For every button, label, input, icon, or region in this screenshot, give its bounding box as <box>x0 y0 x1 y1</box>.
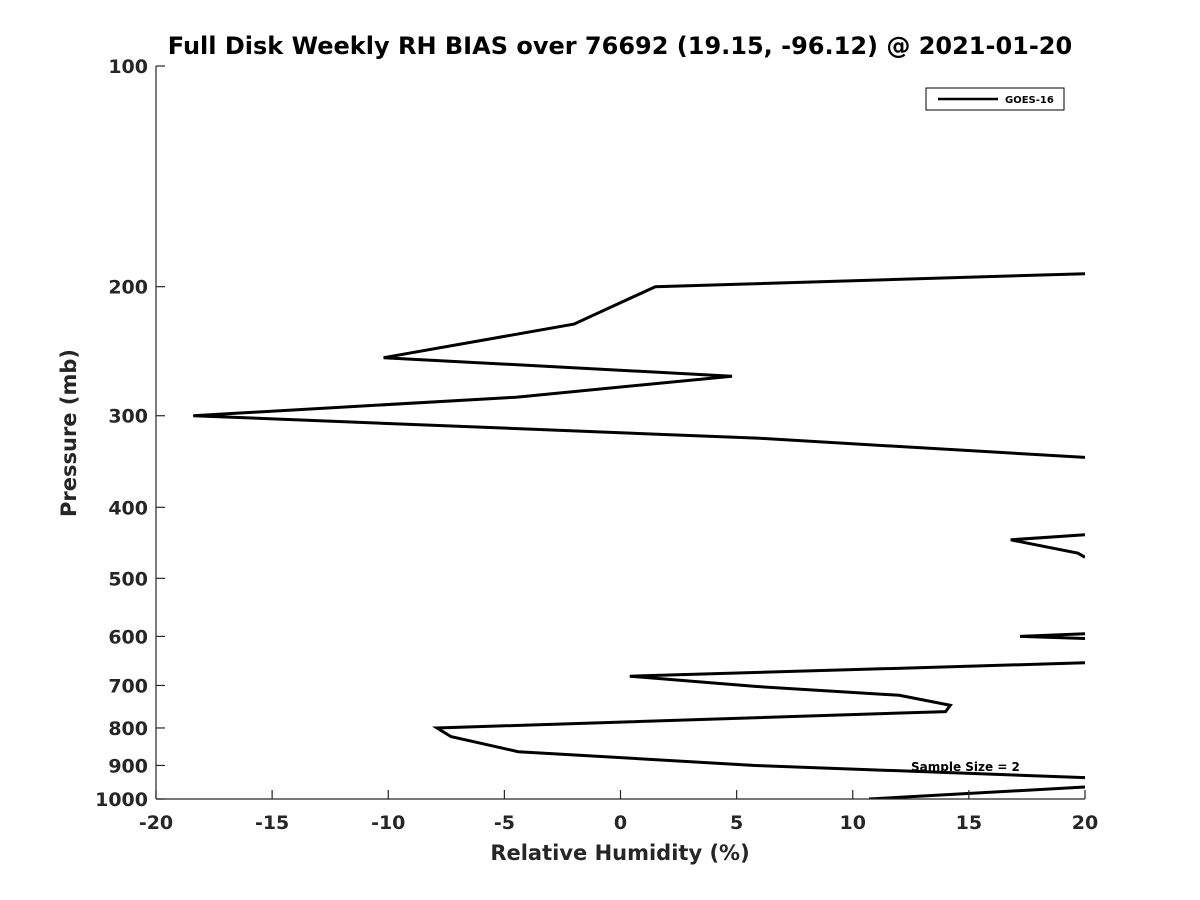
x-tick-label: -15 <box>255 812 289 834</box>
y-tick-label: 800 <box>108 718 148 740</box>
sample-size-annotation: Sample Size = 2 <box>911 760 1020 774</box>
chart-title: Full Disk Weekly RH BIAS over 76692 (19.… <box>168 32 1072 60</box>
series-goes-16-segment-1 <box>193 272 1085 459</box>
legend-entry-goes-16: GOES-16 <box>1005 95 1054 106</box>
y-tick-label: 600 <box>108 626 148 648</box>
x-tick-label: 5 <box>730 812 743 834</box>
x-tick-label: -20 <box>139 812 173 834</box>
x-tick-label: 0 <box>614 812 627 834</box>
series-goes-16-segment-2 <box>1010 533 1085 559</box>
ticks-layer: -20 -15 -10 -5 0 5 10 15 20 100 200 300 400 500 600 700… <box>95 56 1098 834</box>
x-tick-label: -10 <box>371 812 405 834</box>
y-tick-label: 100 <box>108 56 148 78</box>
y-tick-label: 400 <box>108 497 148 519</box>
legend: GOES-16 <box>925 87 1065 111</box>
y-tick-label: 900 <box>108 755 148 777</box>
x-tick-label: -5 <box>494 812 515 834</box>
y-axis-label: Pressure (mb) <box>57 349 81 517</box>
series-layer <box>193 272 1085 799</box>
y-tick-label: 1000 <box>95 789 148 811</box>
series-goes-16-segment-4 <box>431 661 1085 780</box>
y-tick-label: 500 <box>108 568 148 590</box>
y-tick-label: 200 <box>108 277 148 299</box>
x-tick-label: 20 <box>1072 812 1098 834</box>
x-tick-label: 10 <box>840 812 866 834</box>
series-goes-16-segment-5 <box>868 785 1085 799</box>
series-goes-16-segment-3 <box>1019 632 1085 640</box>
y-tick-label: 700 <box>108 675 148 697</box>
x-axis-label: Relative Humidity (%) <box>490 841 749 865</box>
y-tick-label: 300 <box>108 406 148 428</box>
x-tick-label: 15 <box>956 812 982 834</box>
